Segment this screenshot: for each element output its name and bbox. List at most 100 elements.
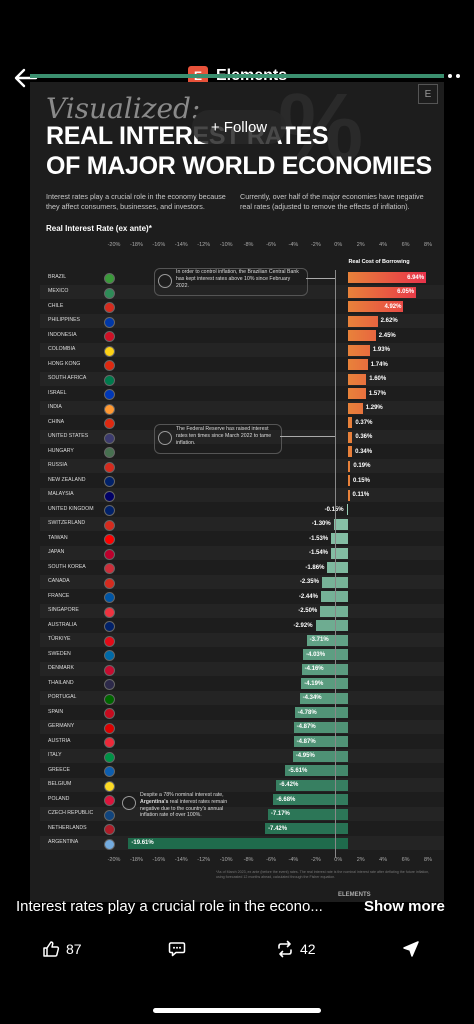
country-label: RUSSIA	[48, 462, 68, 469]
country-label: INDONESIA	[48, 331, 77, 338]
country-flag-icon	[104, 751, 115, 763]
bar	[299, 692, 349, 704]
axis-tick-label: 4%	[379, 857, 388, 863]
bar	[348, 272, 427, 283]
country-flag-icon	[104, 461, 115, 473]
intro-left: Interest rates play a crucial role in th…	[46, 192, 226, 211]
country-label: UNITED KINGDOM	[48, 505, 94, 512]
bar	[128, 837, 349, 849]
bar-value-label: -4.87%	[296, 724, 316, 730]
chart-row: BRAZIL 6.94%	[40, 270, 444, 285]
chart-row: ISRAEL 1.57%	[40, 386, 444, 401]
chart-row: NEW ZEALAND 0.15%	[40, 473, 444, 488]
bar	[333, 518, 349, 530]
bank-icon	[122, 796, 136, 810]
country-flag-icon	[104, 766, 115, 777]
post-caption[interactable]: Interest rates play a crucial role in th…	[16, 898, 445, 915]
annotation-argentina: Despite a 78% nominal interest rate, Arg…	[140, 792, 234, 819]
axis-tick-label: -10%	[219, 857, 233, 863]
bar-value-label: 0.11%	[352, 492, 370, 498]
bar-value-label: 1.60%	[369, 376, 387, 382]
axis-tick-label: -20%	[107, 857, 121, 863]
bar-value-label: -4.19%	[304, 680, 324, 687]
country-label: ARGENTINA	[48, 839, 79, 846]
chart-row: CANADA -2.35%	[40, 575, 444, 590]
bar-value-label: 1.29%	[365, 405, 383, 411]
axis-ticks-top: -20% -18% -16% -14% -12% -10% -8% -6% -4% -2% 0% 2%…	[108, 242, 432, 252]
bar	[301, 678, 349, 689]
axis-tick-label: 6%	[401, 242, 410, 248]
send-icon	[403, 941, 419, 957]
country-label: AUSTRALIA	[48, 621, 77, 628]
bar	[267, 808, 349, 820]
action-bar: 87 42	[0, 936, 474, 966]
axis-tick-label: -16%	[152, 857, 166, 863]
axis-tick-label: 8%	[424, 242, 432, 248]
country-label: JAPAN	[48, 549, 65, 556]
bar-value-label: 0.15%	[352, 477, 370, 484]
country-label: AUSTRIA	[48, 737, 71, 744]
country-label: CHILE	[48, 302, 64, 309]
post-accent-bar	[30, 74, 444, 78]
back-arrow-icon[interactable]	[12, 64, 40, 92]
country-label: DENMARK	[48, 665, 74, 672]
bar-value-label: -7.42%	[268, 825, 288, 832]
annotation-argentina-post: real interest rates remain negative due …	[140, 798, 228, 819]
bar-value-label: 1.57%	[368, 390, 386, 397]
country-flag-icon	[104, 447, 115, 458]
repost-button[interactable]: 42	[276, 940, 316, 958]
bar-value-label: -1.30%	[311, 521, 331, 527]
leader-line	[280, 436, 336, 437]
country-flag-icon	[104, 519, 115, 531]
country-label: BRAZIL	[48, 273, 67, 280]
axis-tick-label: -4%	[288, 242, 299, 248]
country-label: PHILIPPINES	[48, 317, 81, 324]
chart-row: SWEDEN -4.03%	[40, 647, 444, 662]
chart-row: NETHERLANDS -7.42%	[40, 821, 444, 836]
infographic-image[interactable]: % E Visualized: REAL INTEREST RATES OF M…	[30, 82, 444, 902]
bar-value-label: 2.45%	[378, 332, 396, 339]
bar-value-label: 6.05%	[397, 289, 415, 295]
country-label: HONG KONG	[48, 360, 81, 367]
country-label: CHINA	[48, 418, 65, 425]
annotation-argentina-pre: Despite a 78% nominal interest rate,	[140, 792, 224, 798]
country-label: SWEDEN	[48, 650, 71, 657]
bar	[273, 794, 349, 805]
axis-tick-label: -8%	[243, 242, 254, 248]
bar-value-label: -1.86%	[305, 564, 325, 571]
axis-tick-label: -6%	[266, 242, 276, 248]
zero-axis-line	[335, 270, 336, 858]
chart-row: UNITED KINGDOM -0.15%	[40, 502, 444, 517]
chart-row: FRANCE -2.44%	[40, 589, 444, 604]
country-flag-icon	[104, 331, 115, 342]
bar-value-label: -19.61%	[131, 840, 154, 846]
show-more-button[interactable]: Show more	[364, 898, 445, 915]
chart-row: BELGIUM -6.42%	[40, 778, 444, 793]
source-logo: ELEMENTS	[338, 892, 371, 898]
bar-value-label: 4.92%	[384, 303, 402, 310]
bar-value-label: 0.36%	[355, 434, 373, 440]
axis-tick-label: -16%	[152, 242, 166, 248]
axis-tick-label: -14%	[174, 242, 188, 248]
bar	[265, 823, 349, 834]
country-flag-icon	[104, 490, 115, 502]
like-button[interactable]: 87	[42, 940, 82, 958]
bar-chart: BRAZIL 6.94% MEXICO 6.05% CHILE 4.92% PHILIPPI…	[40, 270, 444, 850]
bar-value-label: 0.37%	[355, 419, 373, 426]
country-flag-icon	[104, 432, 115, 444]
follow-button[interactable]: + Follow	[192, 110, 286, 144]
elements-badge: E	[418, 84, 438, 104]
chart-row: SPAIN -4.78%	[40, 705, 444, 720]
bar	[346, 504, 349, 515]
intro-right: Currently, over half of the major econom…	[240, 192, 424, 211]
send-button[interactable]	[402, 940, 420, 958]
country-flag-icon	[104, 563, 115, 574]
country-flag-icon	[104, 287, 115, 299]
country-flag-icon	[104, 838, 115, 850]
country-label: SOUTH AFRICA	[48, 375, 87, 382]
bar-value-label: -1.54%	[309, 550, 329, 556]
country-label: HUNGARY	[48, 447, 74, 454]
chart-row: SOUTH KOREA -1.86%	[40, 560, 444, 575]
repost-icon	[278, 940, 292, 958]
comment-button[interactable]	[168, 940, 186, 958]
